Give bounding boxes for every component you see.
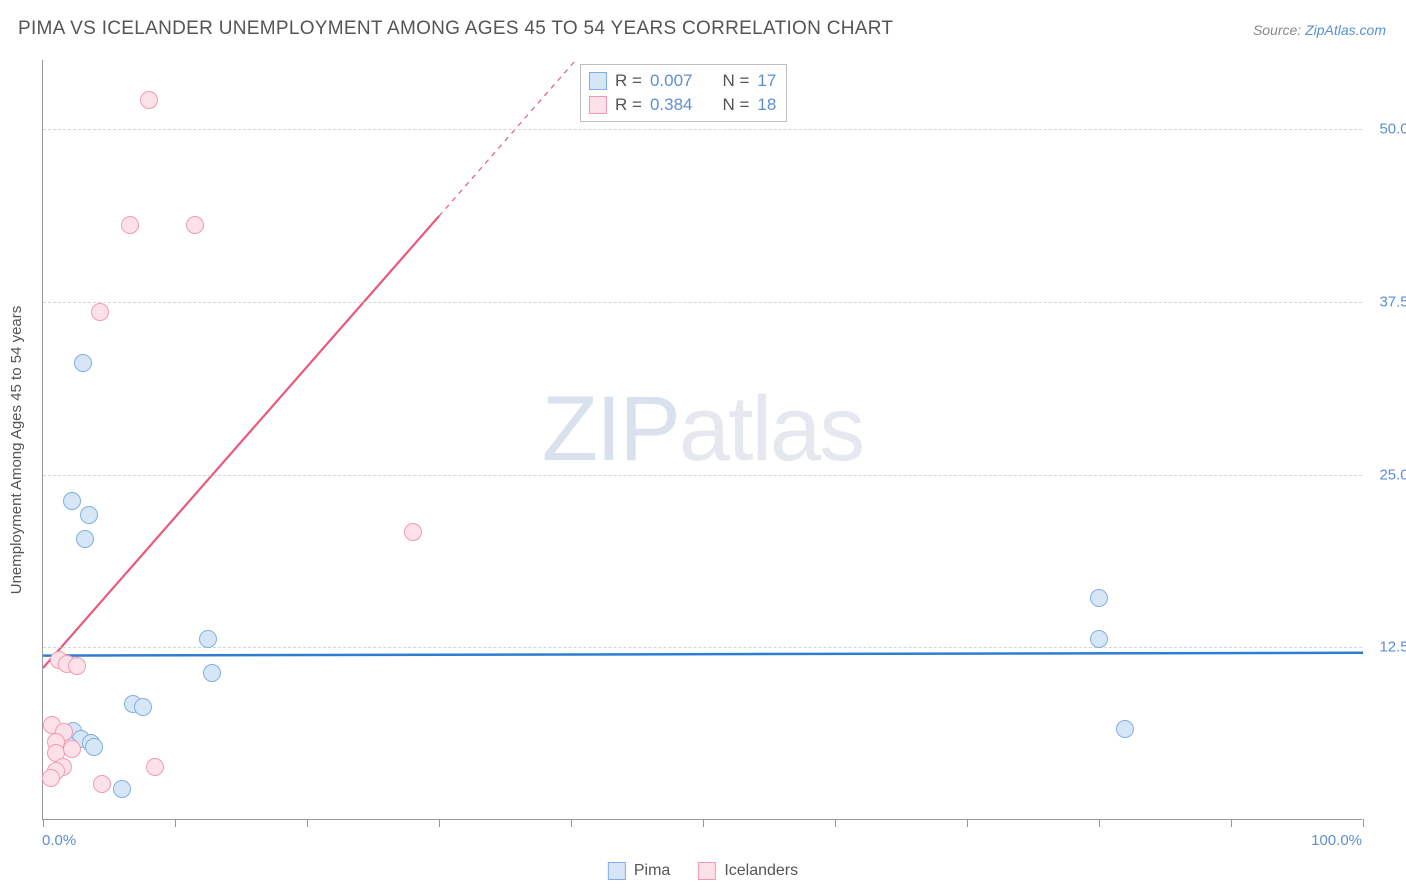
data-point <box>113 780 131 798</box>
stats-row: R =0.384N =18 <box>589 93 776 117</box>
data-point <box>404 523 422 541</box>
plot-area: ZIPatlas 12.5%25.0%37.5%50.0% <box>42 60 1362 820</box>
x-tick <box>43 819 44 827</box>
data-point <box>42 769 60 787</box>
watermark: ZIPatlas <box>542 377 863 482</box>
chart-title: PIMA VS ICELANDER UNEMPLOYMENT AMONG AGE… <box>18 18 893 40</box>
data-point <box>1090 630 1108 648</box>
data-point <box>199 630 217 648</box>
gridline <box>43 475 1362 476</box>
x-tick <box>1231 819 1232 827</box>
data-point <box>186 216 204 234</box>
data-point <box>68 657 86 675</box>
trend-lines <box>43 60 1362 819</box>
data-point <box>63 740 81 758</box>
x-tick <box>835 819 836 827</box>
legend-label-pima: Pima <box>634 862 670 880</box>
data-point <box>121 216 139 234</box>
x-tick <box>1099 819 1100 827</box>
y-axis-label: Unemployment Among Ages 45 to 54 years <box>8 161 25 450</box>
source-credit: Source: ZipAtlas.com <box>1253 22 1386 38</box>
legend-item-icelanders: Icelanders <box>698 862 798 880</box>
y-tick-label: 37.5% <box>1379 293 1406 310</box>
legend-item-pima: Pima <box>608 862 670 880</box>
gridline <box>43 129 1362 130</box>
source-link[interactable]: ZipAtlas.com <box>1305 22 1386 38</box>
data-point <box>85 738 103 756</box>
data-point <box>76 530 94 548</box>
data-point <box>134 698 152 716</box>
legend-label-icelanders: Icelanders <box>724 862 798 880</box>
y-tick-label: 25.0% <box>1379 466 1406 483</box>
source-prefix: Source: <box>1253 22 1305 38</box>
data-point <box>1090 589 1108 607</box>
x-tick <box>703 819 704 827</box>
icelanders-swatch <box>698 862 716 880</box>
x-tick-label: 0.0% <box>42 832 76 849</box>
data-point <box>91 303 109 321</box>
data-point <box>203 664 221 682</box>
x-tick-label: 100.0% <box>1311 832 1362 849</box>
y-tick-label: 50.0% <box>1379 121 1406 138</box>
x-tick <box>307 819 308 827</box>
data-point <box>74 354 92 372</box>
gridline <box>43 302 1362 303</box>
x-tick <box>967 819 968 827</box>
pima-swatch <box>608 862 626 880</box>
x-tick <box>1363 819 1364 827</box>
bottom-legend: Pima Icelanders <box>608 862 798 880</box>
data-point <box>146 758 164 776</box>
data-point <box>93 775 111 793</box>
data-point <box>1116 720 1134 738</box>
gridline <box>43 647 1362 648</box>
x-tick <box>571 819 572 827</box>
data-point <box>80 506 98 524</box>
data-point <box>63 492 81 510</box>
x-tick <box>439 819 440 827</box>
stats-row: R =0.007N =17 <box>589 69 776 93</box>
stats-legend-box: R =0.007N =17R =0.384N =18 <box>580 64 787 122</box>
x-tick <box>175 819 176 827</box>
y-tick-label: 12.5% <box>1379 639 1406 656</box>
data-point <box>140 91 158 109</box>
